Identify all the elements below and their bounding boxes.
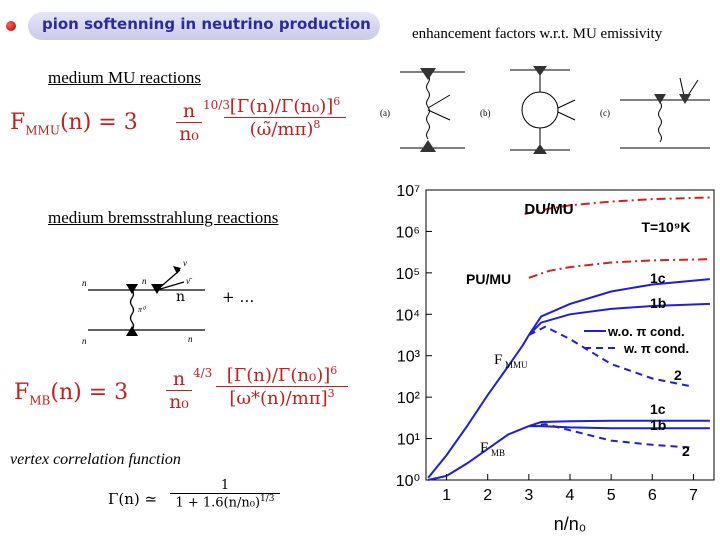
diagram-label-c: (c) xyxy=(600,108,610,118)
mu-den-exp: 8 xyxy=(313,118,321,131)
x-tick-label: 1 xyxy=(442,487,451,504)
y-tick-label: 10⁷ xyxy=(396,183,420,200)
vertex-heading: vertex correlation function xyxy=(10,451,181,468)
feyn-n1: n xyxy=(82,278,87,288)
y-tick-label: 10² xyxy=(397,390,421,407)
chart-annotation: 2 xyxy=(682,443,690,459)
mu-bracket-exp: 6 xyxy=(333,95,341,108)
chart-annotation: 1c xyxy=(650,270,666,286)
feyn-n2: n xyxy=(82,336,87,345)
mb-frac: n n₀ xyxy=(166,368,192,413)
mb-bracket: [Γ(n)/Γ(n₀)]6 [ω*(n)/mπ]3 xyxy=(216,364,348,409)
chart-svg: 1 2 3 4 5 6 7 10⁰ 10¹ 10² 10³ 10⁴ 10⁵ 10⁶ 10⁷ n/n₀ DU/MU… xyxy=(395,183,715,534)
chart-annotation: PU/MU xyxy=(466,271,511,287)
series-line-9 xyxy=(528,423,694,449)
mu-frac: n n₀ xyxy=(176,100,202,145)
ellipsis: + … xyxy=(222,288,255,306)
chart-annotation: DU/MU xyxy=(524,201,573,218)
series-line-4 xyxy=(528,302,710,336)
mb-den: [ω*(n)/mπ] xyxy=(229,388,328,409)
feyn-nu: ν xyxy=(183,258,187,268)
chart-annotation: w.o. π cond. xyxy=(607,324,685,339)
mu-den: (ω̃/mπ) xyxy=(249,119,314,140)
mb-f: F xyxy=(14,380,30,405)
bremsstrahlung-diagram: n n n n π⁰ ν ν̄ xyxy=(80,250,210,345)
y-tick-label: 10¹ xyxy=(397,432,420,449)
series-line-7 xyxy=(528,419,710,428)
feyn-n4: n xyxy=(142,276,147,286)
mb-f-sub: MB xyxy=(29,393,51,408)
diagram-label-b: (b) xyxy=(480,108,491,118)
mu-heading: medium MU reactions xyxy=(48,68,201,87)
series-line-0 xyxy=(524,196,710,215)
chart-annotation: 2 xyxy=(674,367,682,383)
mb-heading: medium bremsstrahlung reactions xyxy=(48,208,279,227)
mb-bracket-num: [Γ(n)/Γ(n₀)] xyxy=(226,365,331,386)
mu-f: F xyxy=(10,110,26,135)
mu-rest: (n) = 3 xyxy=(59,110,138,135)
vertex-frac: 1 1 + 1.6(n/n₀)1/3 xyxy=(170,478,280,510)
feyn-pi0: π⁰ xyxy=(138,305,147,314)
mb-formula: FMB(n) = 3 xyxy=(14,380,128,407)
f-mb-label: F xyxy=(480,440,488,456)
f-mb-sub: MB xyxy=(491,448,505,458)
chart-annotation: 1b xyxy=(650,417,666,433)
x-tick-label: 4 xyxy=(566,487,575,504)
mu-exp: 10/3 xyxy=(203,98,230,112)
vertex-lhs: Γ(n) ≃ xyxy=(108,490,158,508)
mb-rest: (n) = 3 xyxy=(50,380,129,405)
mb-frac-num: n xyxy=(172,368,186,390)
x-tick-label: 5 xyxy=(607,487,616,504)
f-mmu-sub: MMU xyxy=(505,360,528,370)
series-line-5 xyxy=(528,325,694,388)
x-tick-label: 6 xyxy=(648,487,657,504)
y-tick-label: 10⁶ xyxy=(396,224,420,241)
feyn-n3: n xyxy=(188,334,193,344)
mb-exp: 4/3 xyxy=(193,366,213,380)
chart-annotation: T=10⁹K xyxy=(641,219,690,235)
chart-annotation: 1c xyxy=(650,401,666,417)
f-mmu-label: F xyxy=(494,352,502,368)
chart-annotation: 1b xyxy=(650,295,666,311)
mu-frac-den: n₀ xyxy=(176,122,202,145)
mu-formula: FMMU(n) = 3 xyxy=(10,110,138,137)
series-line-2 xyxy=(427,334,530,479)
diagram-label-a: (a) xyxy=(380,108,390,118)
vertex-den-exp: 1/3 xyxy=(260,494,275,504)
mb-den-exp: 3 xyxy=(327,387,335,400)
y-tick-label: 10⁰ xyxy=(396,473,420,490)
enhancement-chart: 1 2 3 4 5 6 7 10⁰ 10¹ 10² 10³ 10⁴ 10⁵ 10⁶ 10⁷ n/n₀ DU/MU… xyxy=(384,180,720,545)
series-line-8 xyxy=(528,425,710,430)
vertex-num: 1 xyxy=(220,478,230,493)
series-line-3 xyxy=(528,278,710,336)
x-tick-label: 3 xyxy=(524,487,533,504)
feyn-n-big: n xyxy=(176,289,186,305)
mu-f-sub: MMU xyxy=(25,123,60,138)
slide-title-text: pion softenning in neutrino production xyxy=(42,15,371,33)
series-line-1 xyxy=(528,258,710,279)
x-tick-label: 7 xyxy=(689,487,698,504)
x-tick-label: 2 xyxy=(483,487,492,504)
slide-title: pion softenning in neutrino production xyxy=(6,12,380,40)
right-header: enhancement factors w.r.t. MU emissivity xyxy=(412,26,663,42)
y-tick-label: 10⁵ xyxy=(396,266,420,283)
chart-annotation: w. π cond. xyxy=(623,341,689,356)
mb-bracket-exp: 6 xyxy=(330,364,338,377)
mu-frac-num: n xyxy=(182,100,196,122)
mb-frac-den: n₀ xyxy=(166,390,192,413)
mu-bracket: [Γ(n)/Γ(n₀)]6 (ω̃/mπ)8 xyxy=(224,95,346,140)
vertex-den: 1 + 1.6(n/n₀) xyxy=(175,495,261,511)
y-tick-label: 10⁴ xyxy=(395,307,420,324)
x-axis-label: n/n₀ xyxy=(554,514,587,534)
mu-bracket-num: [Γ(n)/Γ(n₀)] xyxy=(229,96,334,117)
bullet-icon xyxy=(6,21,16,31)
mu-feynman-diagrams: (a) (b) (c) xyxy=(380,60,720,160)
series-line-6 xyxy=(427,425,530,481)
y-tick-label: 10³ xyxy=(397,349,421,366)
feyn-nubar: ν̄ xyxy=(186,276,193,286)
